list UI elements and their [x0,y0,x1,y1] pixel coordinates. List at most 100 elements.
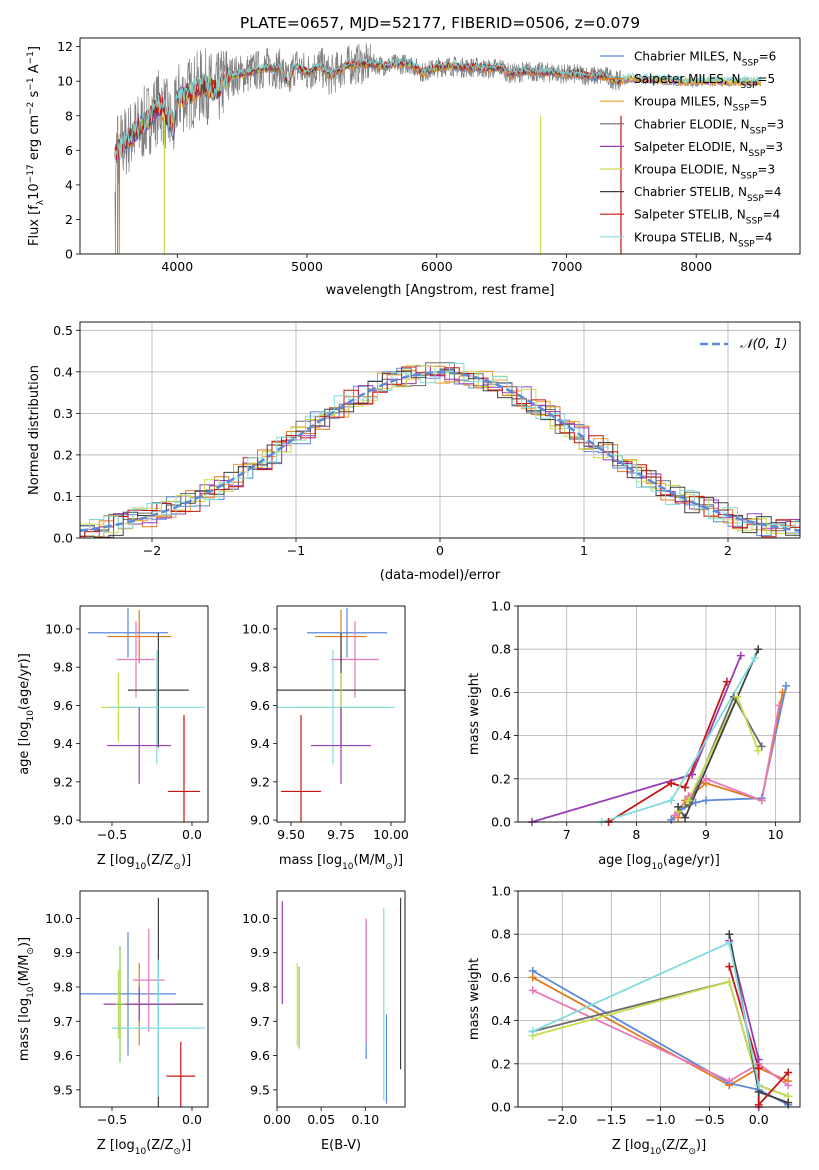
observed-spectrum-line [114,43,622,254]
normal-curve-line [80,371,800,532]
y-tick-label: 9.6 [53,698,73,713]
y-tick-label: 9.5 [53,1082,73,1097]
series-marker [754,1081,763,1090]
y-tick-label: 0.1 [53,489,73,504]
series-marker [725,1077,734,1086]
residuals-panel: −2 −1 0 1 2 0.0 0.1 0.2 0.3 0.4 0.5 𝒩(0, 1) (data-mo… [27,321,801,583]
axes-frame [276,605,406,823]
y-tick-label: 10.0 [242,621,270,636]
y-tick-label: 0.4 [491,728,511,743]
y-tick-label: 9.9 [250,945,270,960]
y-tick-label: 9.2 [53,774,73,789]
errorbars [80,897,205,1107]
series-marker [733,692,742,701]
y-tick-label: 9.8 [250,660,270,675]
series-marker [691,798,700,807]
age-vs-mass-panel: 9.50 9.75 10.00 9.0 9.2 9.4 9.6 9.8 10.0 mass [lo… [242,605,409,872]
series-line [601,657,756,822]
x-axis-label: age [log10(age/yr)] [598,853,720,872]
model-spectrum-line [114,57,762,161]
series-marker [722,677,731,686]
series-marker [725,962,734,971]
x-tick-label: 7000 [551,259,583,274]
figure-title: PLATE=0657, MJD=52177, FIBERID=0506, z=0… [240,14,640,32]
series-marker [754,1100,763,1109]
x-tick-label: −1.5 [596,1112,626,1127]
histogram-lines [80,362,800,538]
axes-frame [79,890,209,1108]
y-tick-label: 0.6 [491,970,511,985]
y-tick-label: 0.8 [491,642,511,657]
series-marker [667,779,676,788]
x-tick-label: 0.0 [182,1112,202,1127]
legend-label: Chabrier ELODIE, NSSP=3 [634,117,784,136]
y-tick-label: 8 [65,108,73,123]
y-tick-label: 0.0 [491,815,511,830]
x-tick-label: 0.10 [351,1112,379,1127]
y-axis-label: mass weight [467,673,482,755]
weight-vs-metallicity-panel: −2.0 −1.5 −1.0 −0.5 0.0 0.0 0.2 0.4 0.6 0.8 1.0 Z [… [467,884,801,1157]
y-tick-label: 9.0 [53,813,73,828]
errorbars [281,897,402,1104]
legend-label: Chabrier STELIB, NSSP=4 [634,185,782,204]
axes-frame [79,37,801,255]
x-tick-label: 10.00 [373,827,409,842]
y-tick-label: 0.4 [53,364,73,379]
axes-frame [517,605,801,823]
y-tick-label: 0.6 [491,685,511,700]
spectrum-panel: 4000 5000 6000 7000 8000 0 2 4 6 8 10 12 Chabrier MI… [26,37,801,298]
x-tick-label: 0 [436,543,444,558]
y-tick-label: 0.2 [491,1056,511,1071]
series-line [608,681,728,822]
x-tick-label: 2 [724,543,732,558]
x-tick-label: −2.0 [547,1112,577,1127]
legend-label: Salpeter ELODIE, NSSP=3 [634,140,783,159]
y-tick-label: 0.4 [491,1013,511,1028]
series-marker [784,1081,793,1090]
legend-label: Kroupa STELIB, NSSP=4 [634,230,772,249]
y-tick-label: 9.5 [250,1082,270,1097]
x-tick-label: 9.50 [277,827,305,842]
series-marker [750,653,759,662]
series-line [677,694,760,812]
x-tick-label: 10 [768,827,784,842]
histogram-line [80,362,800,530]
legend-label: Kroupa ELODIE, NSSP=3 [634,163,775,182]
age-vs-metallicity-panel: −0.5 0.0 9.0 9.2 9.4 9.6 9.8 10.0 Z [log10(Z/Z⊙)… [17,605,209,872]
y-tick-label: 0.2 [491,771,511,786]
series-marker [725,938,734,947]
y-tick-label: 12 [57,39,73,54]
series-marker [528,973,537,982]
series-marker [674,802,683,811]
x-axis-label: mass [log10(M/M⊙)] [279,853,403,872]
x-tick-label: 0.0 [182,827,202,842]
x-axis-label: Z [log10(Z/Z⊙)] [97,1138,191,1157]
x-axis-label: E(B-V) [321,1138,361,1153]
x-tick-label: 7 [563,827,571,842]
y-tick-label: 9.8 [53,980,73,995]
y-tick-label: 1.0 [491,884,511,899]
y-tick-label: 10.0 [45,621,73,636]
legend-label: Chabrier MILES, NSSP=6 [634,50,776,69]
axes-frame [276,890,406,1108]
x-tick-label: 4000 [161,259,193,274]
y-tick-label: 0.0 [491,1100,511,1115]
y-tick-label: 10.0 [242,911,270,926]
y-tick-label: 9.8 [53,660,73,675]
y-tick-label: 4 [65,177,73,192]
axes-frame [79,605,209,823]
y-tick-label: 9.9 [53,945,73,960]
x-tick-label: 0.05 [307,1112,335,1127]
series-marker [702,796,710,805]
x-tick-label: −1.0 [645,1112,675,1127]
y-tick-label: 9.7 [53,1014,73,1029]
series-marker [784,1098,793,1107]
y-tick-label: 9.0 [250,813,270,828]
y-tick-label: 9.6 [250,698,270,713]
x-tick-label: −0.5 [97,827,127,842]
x-tick-label: 9.75 [327,827,355,842]
series-marker [778,688,787,697]
y-tick-label: 10 [57,74,73,89]
mass-vs-metallicity-panel: −0.5 0.0 9.5 9.6 9.7 9.8 9.9 10.0 Z [log10(Z/Z⊙)… [17,890,209,1157]
